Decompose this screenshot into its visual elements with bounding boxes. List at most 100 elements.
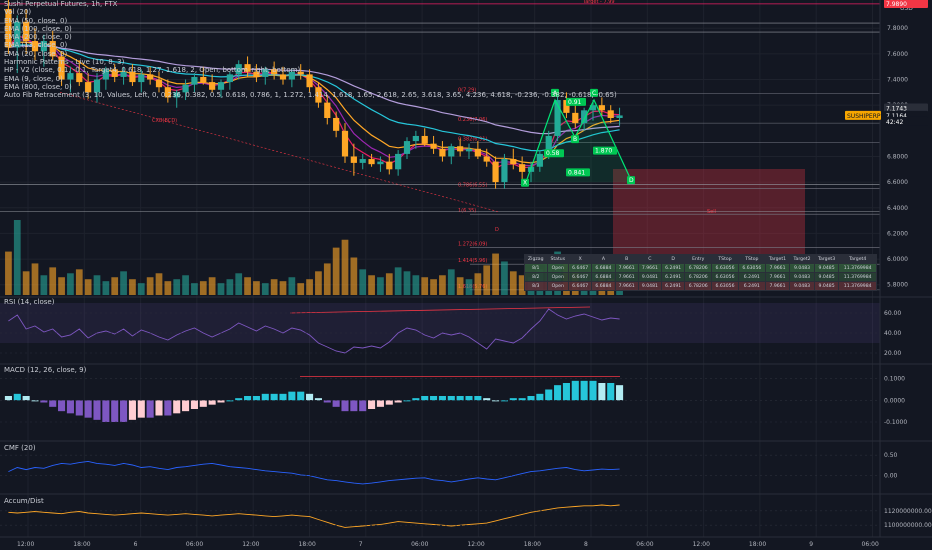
time-tick-label: 8 xyxy=(584,541,588,548)
macd-histogram-bar xyxy=(571,380,579,401)
table-cell: 6.6884 xyxy=(591,263,616,273)
rsi-label[interactable]: RSI (14, close) xyxy=(4,298,55,306)
table-cell: 6.6467 xyxy=(568,272,593,282)
legend-item[interactable]: Auto Fib Retracement (3, 10, Values, Lef… xyxy=(4,91,617,100)
price-tick-label: 5.8000 xyxy=(887,282,908,289)
table-cell: 9.0485 xyxy=(813,263,840,273)
candle-body xyxy=(581,110,588,124)
candle-body xyxy=(306,74,313,88)
candle-body xyxy=(85,82,92,93)
price-tick-label: 6.4000 xyxy=(887,205,908,212)
pattern-label: D xyxy=(629,177,634,184)
volume-bar xyxy=(483,265,491,295)
macd-histogram-bar xyxy=(164,400,172,416)
macd-histogram-bar xyxy=(306,393,314,401)
candle-body xyxy=(554,100,561,136)
candle-body xyxy=(315,87,322,103)
ema-line xyxy=(8,45,620,135)
legend-item[interactable]: EMA (100, close, 0) xyxy=(4,24,72,33)
macd-histogram-bar xyxy=(385,400,393,405)
fib-label: 0.786(6.55) xyxy=(458,183,487,189)
table-row: 8/2 Open 6.6467 6.6884 7.9661 9.0481 6.2… xyxy=(524,272,877,282)
macd-histogram-bar xyxy=(332,400,340,407)
table-header: Target4 xyxy=(838,254,877,264)
time-tick-label: 18:00 xyxy=(73,541,90,548)
price-tick-label: 6.0000 xyxy=(887,256,908,263)
time-tick-label: 06:00 xyxy=(636,541,653,548)
table-cell: 9.0481 xyxy=(637,272,663,282)
volume-bar xyxy=(208,277,216,295)
time-tick-label: 9 xyxy=(809,541,813,548)
macd-histogram-bar xyxy=(580,380,588,401)
ema-line xyxy=(8,39,620,167)
legend-item[interactable]: EMA (20, close, 0) xyxy=(4,49,68,58)
legend-item[interactable]: EMA (9, close, 0) xyxy=(4,74,63,83)
legend-item[interactable]: EMA (200, close, 0) xyxy=(4,33,72,42)
ema-lines xyxy=(7,35,620,169)
table-header: TStop xyxy=(711,254,739,264)
candle-body xyxy=(563,100,570,113)
macd-histogram-bar xyxy=(235,398,243,401)
price-tag-label: 42:42 xyxy=(886,119,903,126)
candle-body xyxy=(191,76,198,85)
candle-body xyxy=(14,21,21,48)
volume-bar xyxy=(518,275,526,295)
time-tick-label: 6 xyxy=(134,541,138,548)
legend-item[interactable]: HP - V2 (close, 0.1, -0.1, Target4, 0.61… xyxy=(4,66,301,75)
volume-bar xyxy=(306,279,313,295)
table-cell: 6.63056 xyxy=(737,263,766,273)
table-cell: 9.0483 xyxy=(789,263,815,273)
volume-bar xyxy=(93,275,101,295)
macd-histogram-bar xyxy=(58,400,66,412)
macd-histogram-bar xyxy=(137,400,145,418)
legend-item[interactable]: Harmonic Patterns - Live (10, 8, 3) xyxy=(4,58,125,67)
legend-item[interactable]: EMA (50, close, 0) xyxy=(4,16,68,25)
macd-histogram-bar xyxy=(252,396,260,401)
macd-histogram-bar xyxy=(421,396,429,401)
table-cell: 6.78206 xyxy=(684,281,713,291)
table-header: A xyxy=(591,254,616,264)
macd-histogram-bar xyxy=(456,396,464,401)
time-axis[interactable]: 12:00 18:00 6 06:00 12:00 18:00 7 06:00 12:00 18:… xyxy=(17,541,879,548)
macd-histogram-bar xyxy=(270,393,278,401)
macd-histogram-bar xyxy=(474,396,482,401)
legend-item[interactable]: Vol (20) xyxy=(4,8,32,17)
macd-histogram-bar xyxy=(483,398,491,401)
macd-label[interactable]: MACD (12, 26, close, 9) xyxy=(4,366,87,374)
table-cell: 6.6467 xyxy=(568,281,593,291)
time-tick-label: 12:00 xyxy=(17,541,34,548)
candle-body xyxy=(368,159,375,165)
macd-histogram-bar xyxy=(341,400,349,412)
price-tag-label: 7.1743 xyxy=(886,105,907,112)
table-header: Zigzag xyxy=(524,254,548,264)
accum-dist-label[interactable]: Accum/Dist xyxy=(4,497,44,505)
cmf-label[interactable]: CMF (20) xyxy=(4,444,36,452)
price-tick-label: 7.8000 xyxy=(887,25,908,32)
volume-bar xyxy=(155,273,163,295)
volume-bar xyxy=(253,281,260,295)
candle-body xyxy=(40,41,47,52)
table-header: Entry xyxy=(684,254,713,264)
candle-body xyxy=(589,105,597,111)
fib-label: 1.272(6.09) xyxy=(458,242,487,248)
table-cell: 11.3769984 xyxy=(838,263,877,273)
table-cell: 6.6884 xyxy=(591,281,616,291)
candle-body xyxy=(217,82,225,90)
price-axis[interactable]: USD7.80007.60007.40007.20006.80006.60006… xyxy=(879,0,913,537)
legend-item[interactable]: EMA (800, close, 0) xyxy=(4,82,72,91)
volume-bar xyxy=(297,283,305,295)
macd-histogram-bar xyxy=(40,400,48,403)
volume-bar xyxy=(217,283,225,295)
candle-body xyxy=(448,146,455,157)
macd-histogram-bar xyxy=(182,400,190,412)
legend-item[interactable]: EMA (13, close, 0) xyxy=(4,41,68,50)
candle-body xyxy=(395,153,402,170)
table-header: Target3 xyxy=(813,254,840,264)
volume-bar xyxy=(146,277,154,295)
candle-body xyxy=(545,135,552,154)
candle-body xyxy=(93,79,101,93)
table-cell: 9.0483 xyxy=(789,281,815,291)
macd-histogram-bar xyxy=(4,396,12,401)
volume-bar xyxy=(137,283,145,295)
macd-histogram-bar xyxy=(616,385,624,401)
